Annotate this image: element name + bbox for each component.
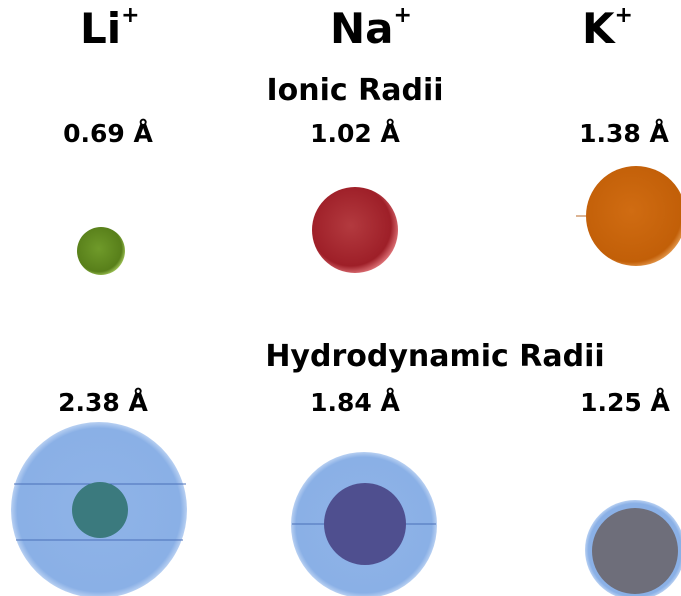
hydrodynamic-radii-title: Hydrodynamic Radii: [265, 339, 605, 374]
ionic-radii-title: Ionic Radii: [266, 73, 444, 108]
k-core-sphere: [592, 508, 678, 594]
li-ion-sphere: [77, 227, 125, 275]
ionic-radius-k: 1.38 Å: [579, 119, 669, 148]
k-ion-sphere: [586, 166, 681, 266]
na-core-sphere: [324, 483, 406, 565]
hydrodynamic-radius-k: 1.25 Å: [580, 388, 670, 417]
ion-label-k: K+: [582, 5, 633, 50]
ion-symbol: K: [582, 4, 615, 53]
ion-charge: +: [121, 3, 140, 28]
ion-charge: +: [614, 3, 633, 28]
hydrodynamic-radius-li: 2.38 Å: [58, 388, 148, 417]
na-ion-sphere: [312, 187, 398, 273]
ionic-radius-li: 0.69 Å: [63, 119, 153, 148]
ion-symbol: Na: [330, 4, 394, 53]
li-core-sphere: [72, 482, 128, 538]
hydrodynamic-radius-na: 1.84 Å: [310, 388, 400, 417]
ion-label-li: Li+: [80, 5, 140, 50]
ionic-radius-na: 1.02 Å: [310, 119, 400, 148]
ion-label-na: Na+: [330, 5, 412, 50]
ion-symbol: Li: [80, 4, 122, 53]
ion-charge: +: [393, 3, 412, 28]
